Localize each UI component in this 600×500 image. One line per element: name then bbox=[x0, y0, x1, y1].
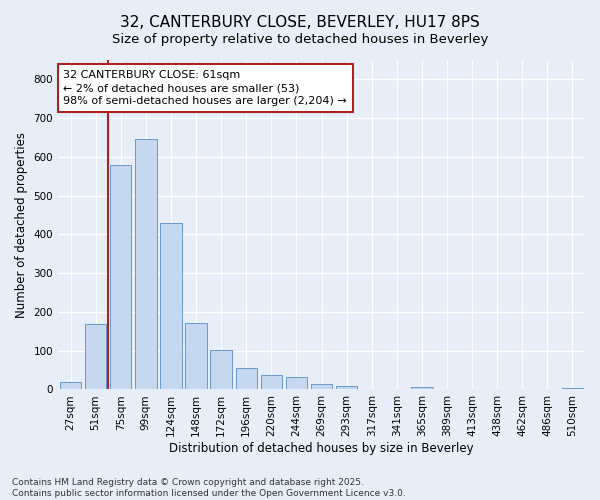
Text: 32 CANTERBURY CLOSE: 61sqm
← 2% of detached houses are smaller (53)
98% of semi-: 32 CANTERBURY CLOSE: 61sqm ← 2% of detac… bbox=[64, 70, 347, 106]
Bar bbox=[211, 350, 232, 390]
X-axis label: Distribution of detached houses by size in Beverley: Distribution of detached houses by size … bbox=[169, 442, 474, 455]
Bar bbox=[336, 386, 357, 390]
Text: Size of property relative to detached houses in Beverley: Size of property relative to detached ho… bbox=[112, 32, 488, 46]
Text: Contains HM Land Registry data © Crown copyright and database right 2025.
Contai: Contains HM Land Registry data © Crown c… bbox=[12, 478, 406, 498]
Bar bbox=[85, 324, 106, 390]
Bar bbox=[160, 223, 182, 390]
Bar bbox=[135, 140, 157, 390]
Bar bbox=[411, 386, 433, 390]
Bar bbox=[185, 323, 207, 390]
Text: 32, CANTERBURY CLOSE, BEVERLEY, HU17 8PS: 32, CANTERBURY CLOSE, BEVERLEY, HU17 8PS bbox=[120, 15, 480, 30]
Y-axis label: Number of detached properties: Number of detached properties bbox=[15, 132, 28, 318]
Bar bbox=[110, 164, 131, 390]
Bar bbox=[562, 388, 583, 390]
Bar bbox=[60, 382, 81, 390]
Bar bbox=[286, 378, 307, 390]
Bar bbox=[236, 368, 257, 390]
Bar bbox=[311, 384, 332, 390]
Bar bbox=[260, 374, 282, 390]
